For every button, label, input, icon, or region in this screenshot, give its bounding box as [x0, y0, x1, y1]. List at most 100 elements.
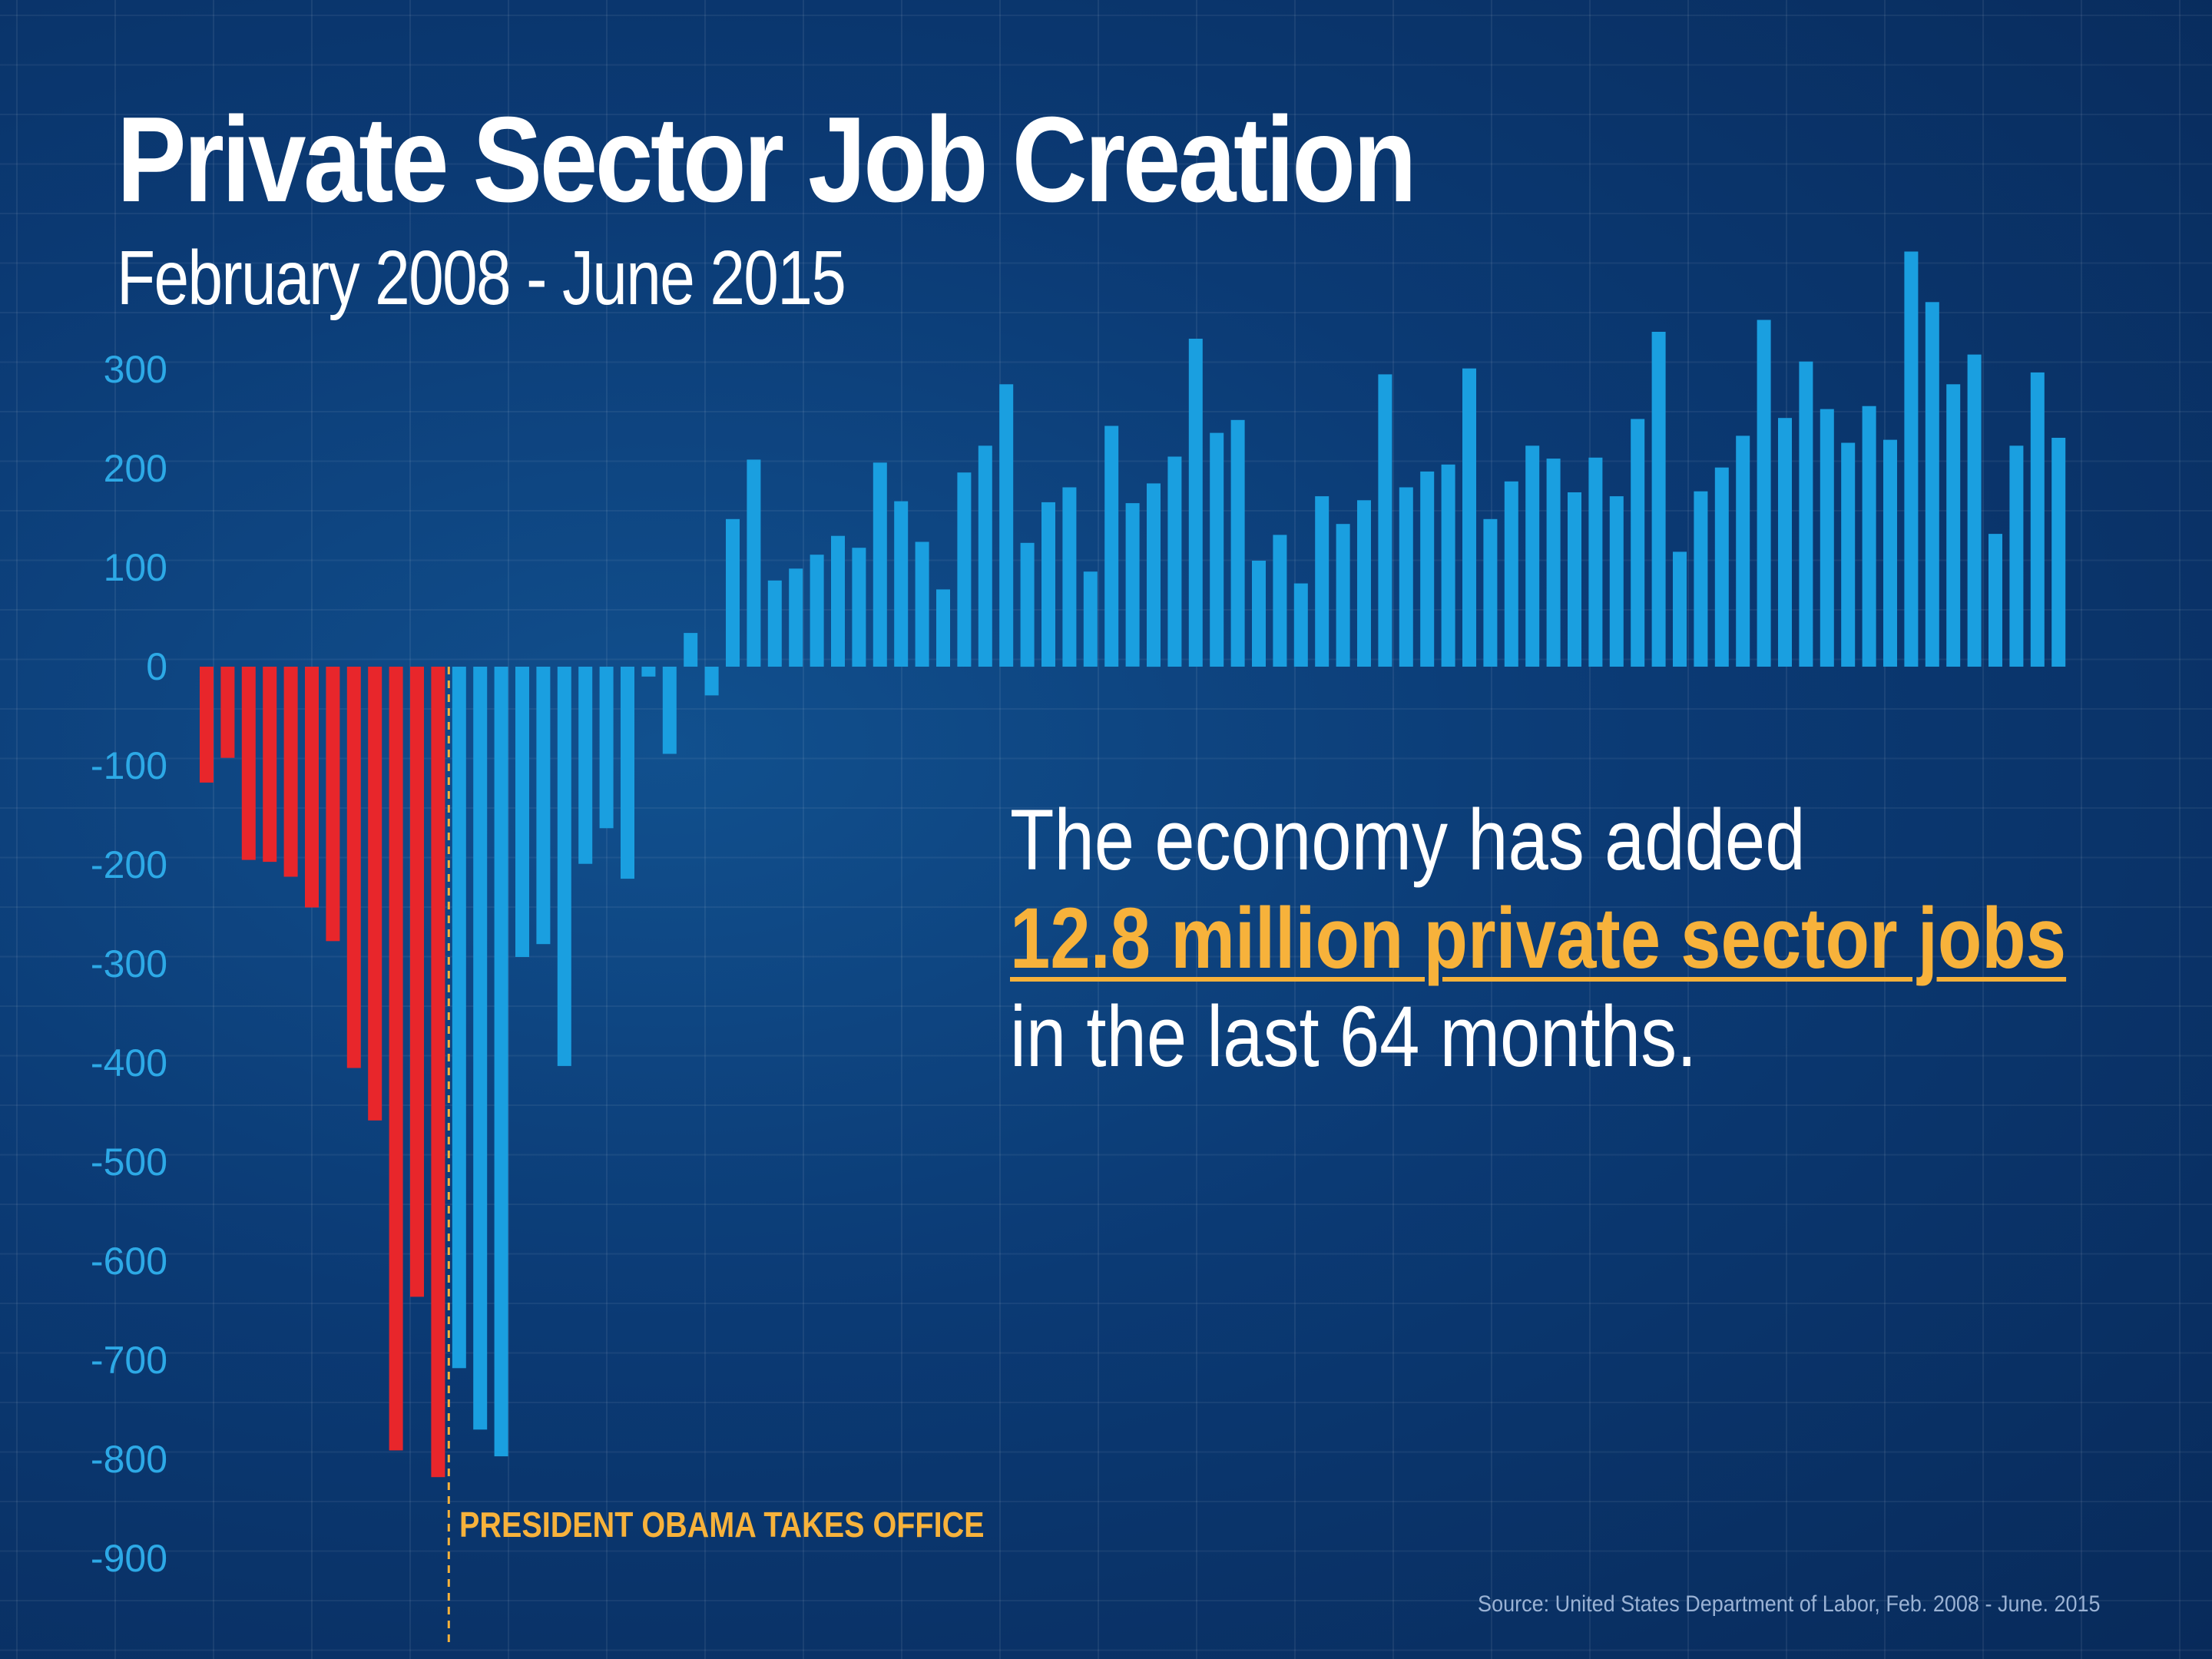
bar	[1104, 426, 1119, 667]
bar	[1714, 467, 1729, 667]
bar	[1420, 471, 1435, 667]
y-tick-label: -900	[91, 1537, 167, 1580]
bar	[1020, 542, 1035, 667]
callout-text: The economy has added 12.8 million priva…	[1010, 791, 2066, 1086]
bar	[1357, 500, 1371, 667]
bar	[1820, 409, 1834, 667]
bar	[1862, 406, 1876, 667]
bar	[621, 667, 634, 879]
y-tick-label: 300	[104, 348, 167, 391]
bar	[2030, 372, 2045, 667]
bars	[200, 251, 2066, 1478]
bar	[1125, 503, 1140, 667]
bar	[1841, 442, 1856, 667]
bar	[599, 667, 614, 829]
callout-line-1: The economy has added	[1010, 792, 1806, 888]
bar	[999, 384, 1014, 667]
bar	[641, 667, 656, 677]
event-label: PRESIDENT OBAMA TAKES OFFICE	[459, 1505, 985, 1545]
bar	[557, 667, 571, 1066]
bar	[873, 462, 887, 667]
y-tick-label: -400	[91, 1041, 167, 1084]
bar	[852, 548, 866, 667]
bar	[1778, 418, 1792, 667]
bar	[1273, 535, 1287, 667]
y-tick-label: -800	[91, 1438, 167, 1481]
bar	[1568, 492, 1581, 667]
bar	[747, 459, 761, 667]
bar	[200, 667, 214, 783]
bar	[1293, 583, 1308, 667]
bar	[1925, 302, 1939, 667]
bar	[978, 445, 992, 667]
callout-highlight: 12.8 million private sector jobs	[1010, 890, 2067, 986]
bar	[305, 667, 319, 908]
bar	[1799, 361, 1813, 667]
bar	[2051, 438, 2066, 667]
bar	[1651, 332, 1666, 667]
bar	[831, 535, 845, 667]
bar	[326, 667, 340, 942]
bar	[894, 501, 909, 667]
bar	[1588, 457, 1603, 667]
bar	[1378, 374, 1392, 667]
bar	[1399, 487, 1413, 667]
bar	[536, 667, 551, 945]
bar	[473, 667, 488, 1430]
bar	[1904, 251, 1919, 667]
bar	[1062, 487, 1077, 667]
bar	[1188, 339, 1203, 667]
bar	[389, 667, 403, 1451]
y-tick-label: -200	[91, 843, 167, 886]
bar	[767, 580, 782, 667]
bar	[263, 667, 277, 863]
bar	[410, 667, 424, 1297]
bar	[1757, 320, 1771, 667]
y-tick-label: 100	[104, 546, 167, 589]
bar	[346, 667, 361, 1068]
bar	[684, 633, 698, 667]
bar	[1230, 419, 1245, 667]
bar	[1462, 368, 1476, 667]
bar	[452, 667, 466, 1369]
bar	[241, 667, 256, 860]
bar	[494, 667, 508, 1457]
bar	[2009, 445, 2024, 667]
bar	[1525, 445, 1540, 667]
bar	[368, 667, 382, 1121]
bar	[1694, 491, 1708, 667]
y-tick-label: 0	[146, 645, 167, 688]
bar	[1883, 439, 1897, 667]
bar	[704, 667, 719, 696]
bar	[1736, 435, 1750, 667]
bar	[1210, 432, 1224, 667]
bar	[726, 518, 740, 667]
y-axis-ticks: 300 200 100 0 -100 -200 -300 -400 -500 -600 -700 -8…	[91, 348, 167, 1580]
bar	[1546, 459, 1561, 667]
bar	[220, 667, 235, 758]
source-note: Source: United States Department of Labo…	[1478, 1591, 2101, 1617]
bar	[789, 568, 803, 667]
y-tick-label: -500	[91, 1141, 167, 1184]
bar	[431, 667, 445, 1478]
y-tick-label: -700	[91, 1339, 167, 1382]
bar	[1988, 534, 2002, 667]
bar	[515, 667, 529, 957]
bar	[1967, 354, 1982, 667]
bar	[1483, 518, 1498, 667]
y-tick-label: -600	[91, 1240, 167, 1283]
bar	[1167, 456, 1182, 667]
bar	[1609, 496, 1624, 667]
bar	[1083, 571, 1098, 667]
callout-line-3: in the last 64 months.	[1010, 988, 1697, 1084]
page-title: Private Sector Job Creation	[117, 92, 1417, 227]
bar	[915, 541, 929, 667]
y-tick-label: 200	[104, 447, 167, 490]
bar	[283, 667, 298, 877]
bar	[957, 472, 972, 667]
bar	[1946, 384, 1961, 667]
bar	[578, 667, 593, 864]
